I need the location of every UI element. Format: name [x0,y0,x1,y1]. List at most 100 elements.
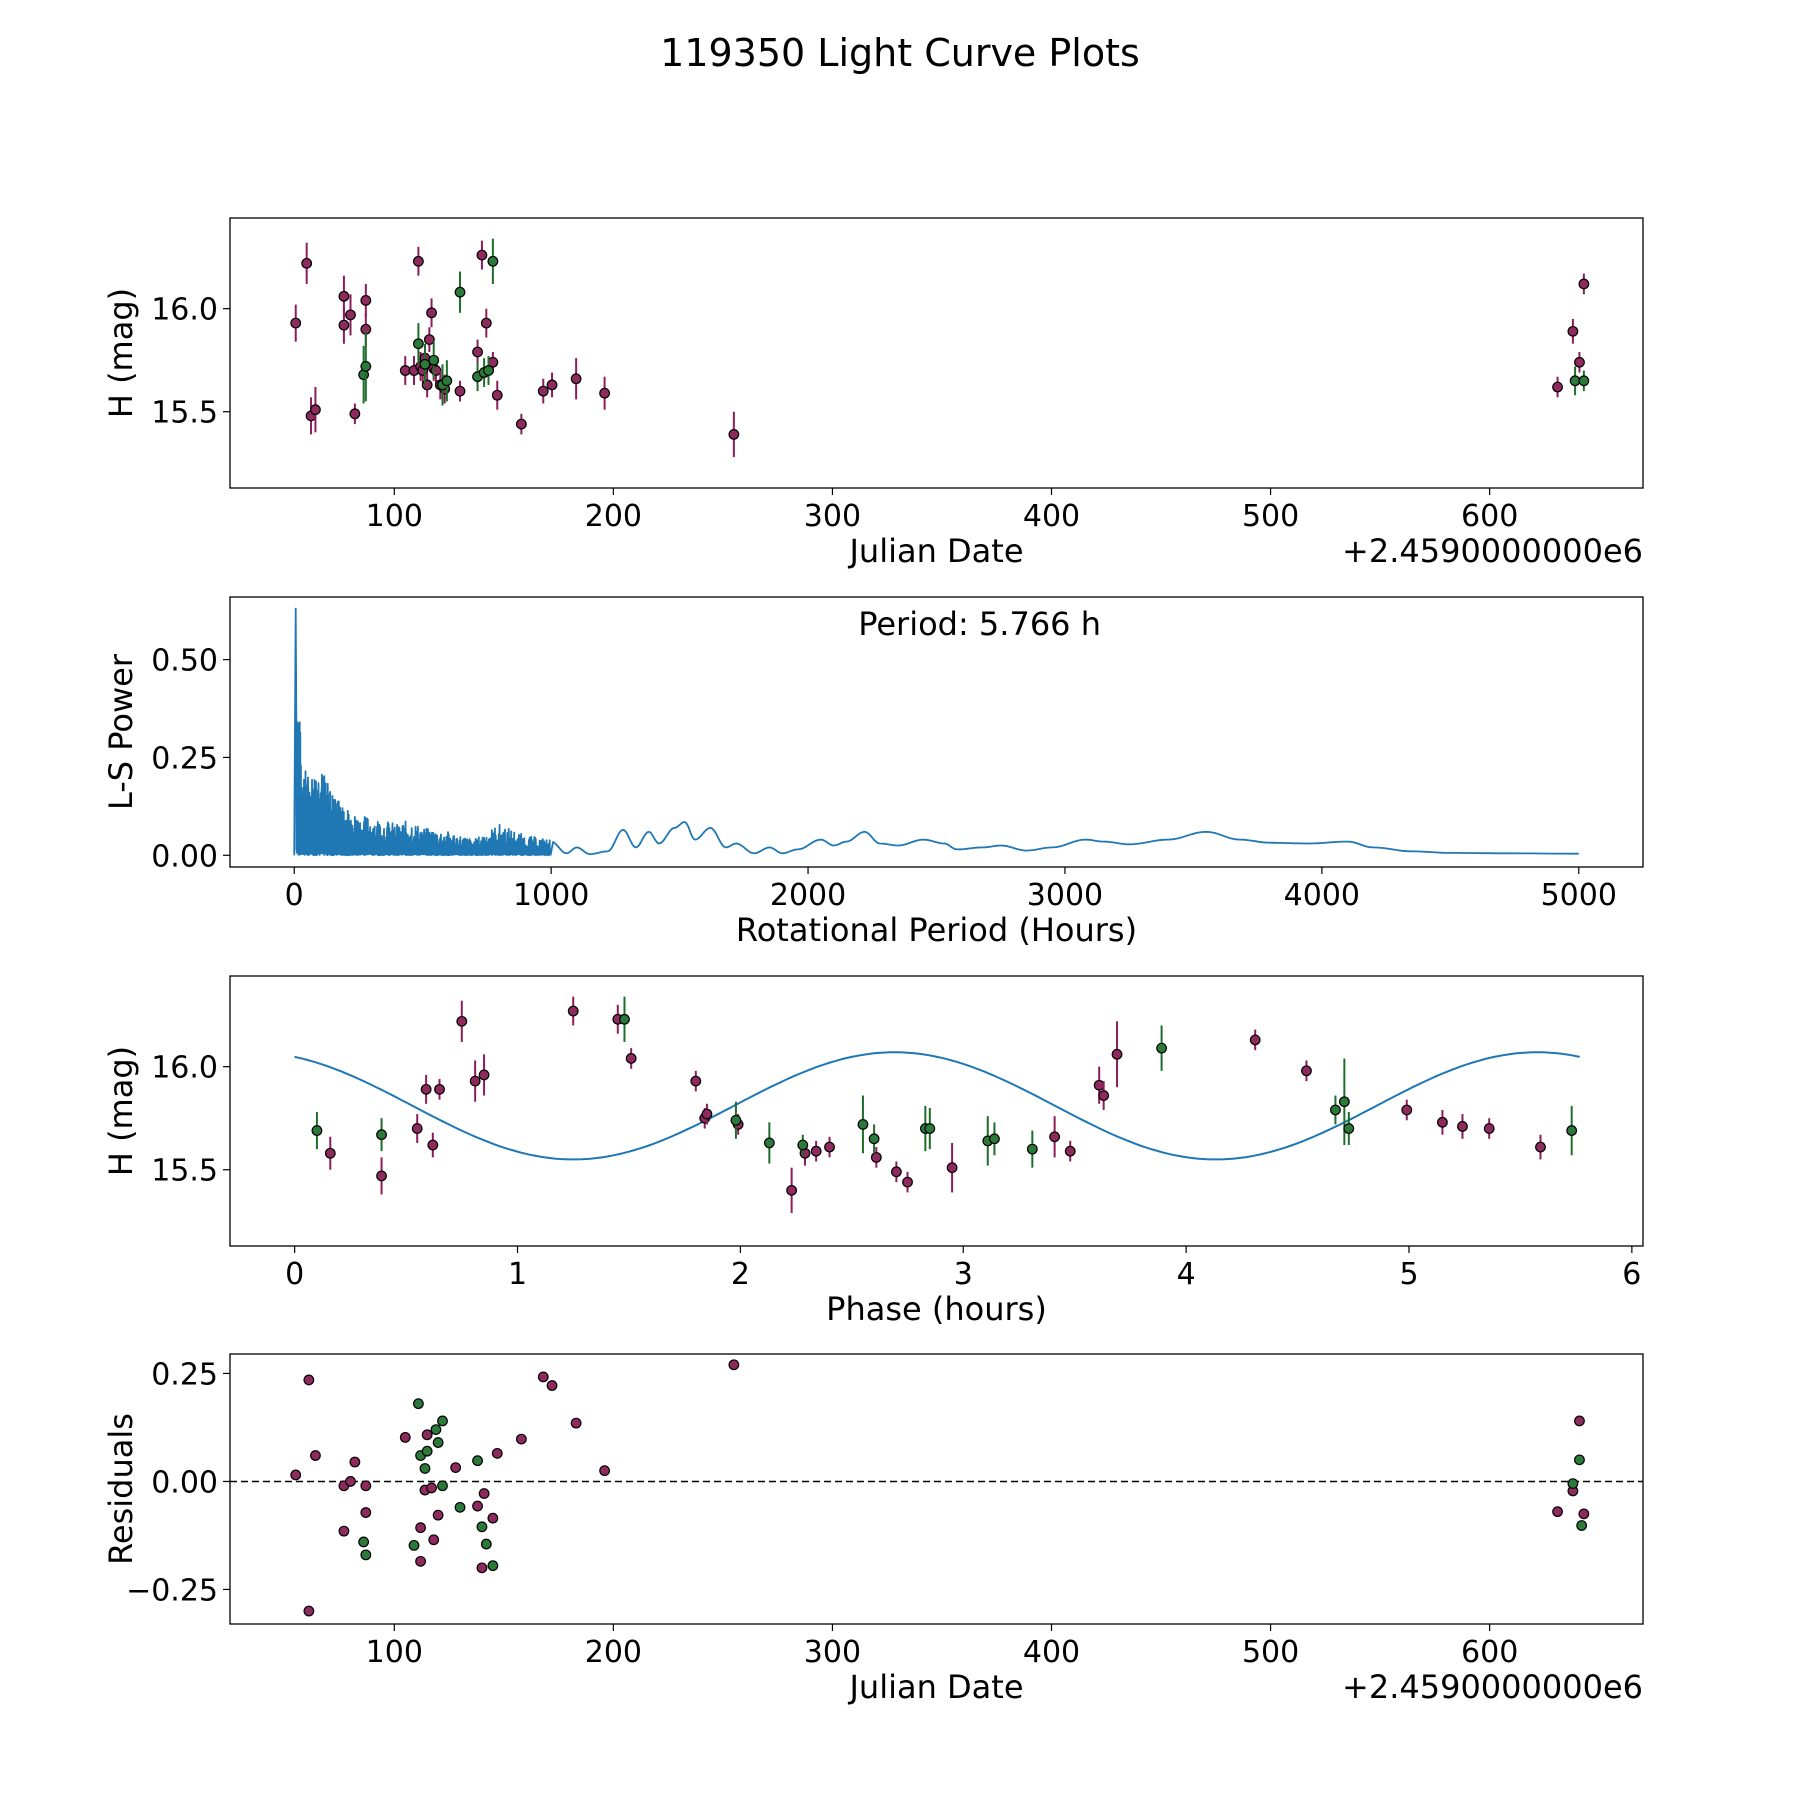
lc-data-point [487,255,499,267]
resid-data-point [399,1431,411,1443]
ls-y-tick-label: 0.25 [151,741,218,776]
phase-data-point [1064,1145,1076,1157]
phase-data-point [924,1123,936,1134]
resid-data-point [358,1536,370,1548]
phase-data-point [786,1184,798,1196]
resid-data-point [349,1456,361,1468]
panel-ls: 0 1000 2000 3000 4000 5000 0.00 0.25 0.50 Rotatio… [102,596,1644,949]
lc-data-point [454,385,466,397]
phase-data-point [701,1108,713,1120]
lc-x-axis-label: Julian Date [847,532,1023,570]
phase-x-tick-label: 6 [1622,1257,1641,1292]
resid-data-point [360,1549,372,1561]
resid-data-point [599,1465,611,1477]
lc-data-point [546,379,558,391]
resid-y-tick-label: 0.00 [151,1465,218,1500]
resid-data-point [478,1488,490,1499]
resid-data-point [515,1433,527,1445]
resid-data-point [728,1359,740,1371]
resid-x-axis-label: Julian Date [847,1668,1023,1706]
lc-data-point [413,255,424,267]
phase-data-point [1566,1125,1578,1136]
resid-data-point [432,1437,444,1448]
lc-data-point [1578,375,1590,387]
phase-plot-area [294,996,1580,1214]
phase-x-tick-label: 2 [731,1257,750,1292]
lc-data-point [454,286,466,298]
phase-data-point [420,1083,432,1095]
resid-data-point [345,1476,356,1487]
phase-data-point [1111,1048,1123,1060]
resid-data-point [421,1429,433,1441]
resid-x-tick-label: 500 [1242,1635,1299,1670]
resid-data-point [303,1605,315,1617]
lc-data-point [360,360,372,372]
resid-data-point [426,1482,437,1494]
phase-y-tick-label: 16.0 [151,1051,218,1086]
phase-x-tick-label: 1 [508,1257,527,1292]
resid-data-point [487,1560,499,1572]
lc-data-point [345,309,356,321]
lc-y-axis-label: H (mag) [102,288,140,418]
resid-data-point [476,1521,488,1533]
resid-data-point [360,1480,372,1492]
resid-x-tick-label: 200 [585,1635,642,1670]
phase-data-point [478,1069,490,1081]
lc-data-point [570,373,582,385]
ls-x-tick-label: 2000 [770,878,846,913]
phase-data-point [857,1118,869,1130]
lc-data-point [1574,356,1585,368]
ls-y-tick-label: 0.50 [151,644,218,679]
ls-axes-frame [229,596,1644,868]
phase-data-point [1156,1042,1167,1054]
lc-x-tick-label: 100 [366,499,423,534]
resid-data-point [480,1538,492,1550]
phase-x-tick-label: 5 [1399,1257,1418,1292]
phase-data-point [868,1133,880,1145]
lc-data-point [491,389,503,401]
resid-data-point [290,1469,302,1481]
phase-data-point [1343,1123,1355,1134]
ls-x-tick-label: 0 [285,878,304,913]
phase-data-point [824,1141,835,1153]
resid-data-point [413,1398,424,1410]
resid-x-tick-label: 400 [1023,1635,1080,1670]
panel-resid: 100 200 300 400 500 600 −0.25 0.00 0.25 Julian Da… [102,1353,1644,1706]
lc-y-tick-label: 15.5 [151,396,218,431]
phase-x-axis-label: Phase (hours) [826,1290,1047,1328]
figure-title: 119350 Light Curve Plots [660,31,1140,75]
lc-data-point [1578,278,1590,290]
resid-data-point [310,1450,321,1461]
phase-data-point [1535,1141,1546,1153]
phase-data-point [311,1125,323,1136]
lc-data-point [728,429,740,440]
resid-y-tick-label: 0.25 [151,1357,218,1392]
resid-data-point [1574,1454,1585,1466]
phase-data-point [1249,1034,1261,1046]
ls-x-tick-label: 1000 [513,878,589,913]
resid-data-point [432,1509,444,1521]
phase-data-point [456,1015,468,1027]
phase-data-point [469,1075,481,1087]
resid-axes-frame [229,1353,1644,1625]
lc-data-point [413,338,424,350]
resid-data-point [303,1374,315,1386]
resid-data-point [570,1417,582,1429]
lc-y-tick-label: 16.0 [151,293,218,328]
lc-axes-frame [229,217,1644,489]
phase-data-point [1401,1104,1413,1116]
phase-data-point [1330,1104,1341,1116]
resid-data-point [487,1512,499,1524]
resid-x-tick-label: 600 [1461,1635,1518,1670]
resid-data-point [476,1562,488,1574]
resid-x-offset-label: +2.4590000000e6 [1342,1668,1643,1706]
phase-data-point [989,1133,1000,1145]
phase-data-point [1301,1065,1312,1077]
phase-data-point [797,1139,809,1151]
lc-data-point [428,354,440,366]
ls-power-line [293,607,1579,857]
resid-y-tick-label: −0.25 [126,1573,218,1608]
lc-data-point [421,379,433,391]
lc-data-point [515,418,527,430]
